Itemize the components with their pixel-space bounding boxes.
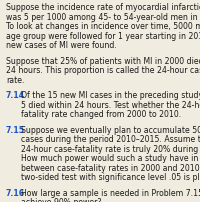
Text: To look at changes in incidence over time, 5000 men in this: To look at changes in incidence over tim… xyxy=(6,22,200,31)
Text: How large a sample is needed in Problem 7.15 to: How large a sample is needed in Problem … xyxy=(21,189,200,198)
Text: age group were followed for 1 year starting in 2010. Fifteen: age group were followed for 1 year start… xyxy=(6,32,200,41)
Text: new cases of MI were found.: new cases of MI were found. xyxy=(6,41,117,50)
Text: fatality rate changed from 2000 to 2010.: fatality rate changed from 2000 to 2010. xyxy=(21,110,181,119)
Text: achieve 90% power?: achieve 90% power? xyxy=(21,198,102,202)
Text: between case-fatality rates in 2000 and 2010–2015 if a: between case-fatality rates in 2000 and … xyxy=(21,164,200,173)
Text: Of the 15 new MI cases in the preceding study,: Of the 15 new MI cases in the preceding … xyxy=(21,91,200,100)
Text: 24 hours. This proportion is called the 24-hour case-fatality: 24 hours. This proportion is called the … xyxy=(6,66,200,75)
Text: two-sided test with significance level .05 is planned?: two-sided test with significance level .… xyxy=(21,173,200,182)
Text: 7.16: 7.16 xyxy=(6,189,25,198)
Text: 5 died within 24 hours. Test whether the 24-hour case-: 5 died within 24 hours. Test whether the… xyxy=(21,101,200,110)
Text: rate.: rate. xyxy=(6,76,24,85)
Text: cases during the period 2010–2015. Assume that the: cases during the period 2010–2015. Assum… xyxy=(21,135,200,144)
Text: was 5 per 1000 among 45- to 54-year-old men in 2000.: was 5 per 1000 among 45- to 54-year-old … xyxy=(6,13,200,22)
Text: Suppose that 25% of patients with MI in 2000 died within: Suppose that 25% of patients with MI in … xyxy=(6,57,200,66)
Text: Suppose the incidence rate of myocardial infarction (MI): Suppose the incidence rate of myocardial… xyxy=(6,3,200,12)
Text: 7.15: 7.15 xyxy=(6,126,25,135)
Text: 24-hour case-fatality rate is truly 20% during this period.: 24-hour case-fatality rate is truly 20% … xyxy=(21,145,200,154)
Text: How much power would such a study have in distinguishing: How much power would such a study have i… xyxy=(21,154,200,163)
Text: Suppose we eventually plan to accumulate 50 MI: Suppose we eventually plan to accumulate… xyxy=(21,126,200,135)
Text: 7.14: 7.14 xyxy=(6,91,25,100)
